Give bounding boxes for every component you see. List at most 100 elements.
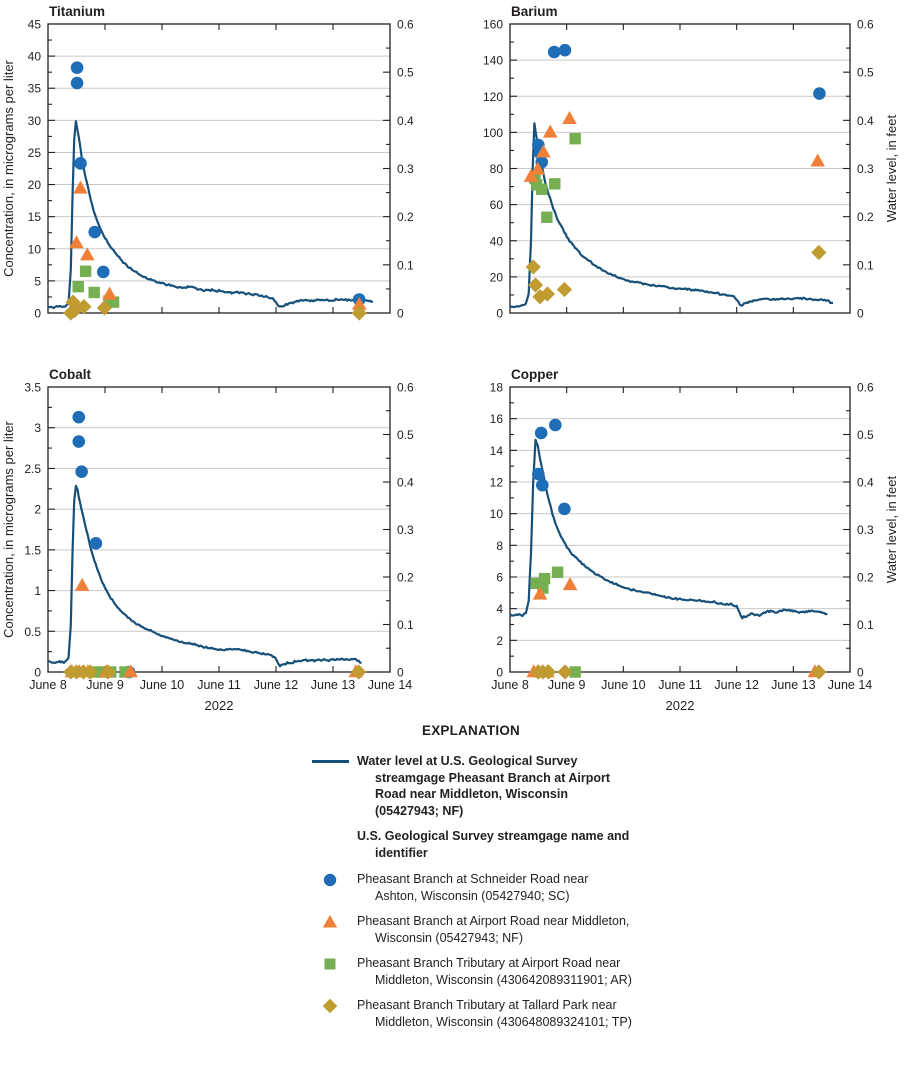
chart-title: Titanium [49, 4, 105, 19]
y-left-tick-label: 2.5 [24, 462, 41, 476]
explanation-section: EXPLANATION Water level at U.S. Geologic… [303, 723, 639, 1039]
x-tick-label: June 13 [771, 678, 816, 692]
y-right-tick-label: 0 [857, 666, 864, 680]
chart-svg-barium: 0 20 40 60 80 100 120 140 160 0 0.1 0.2 0.3 0.4 0.5 0.6… [483, 4, 899, 321]
y-left-axis-title: Concentration, in micrograms per liter [1, 420, 16, 637]
water-level-legend-label: Water level at U.S. Geological Survey st… [357, 754, 611, 818]
scatter-point-sc [89, 537, 103, 550]
scatter-point-ar [79, 265, 92, 277]
y-right-tick-label: 0.5 [397, 428, 414, 442]
y-left-tick-label: 35 [28, 82, 42, 96]
legend-site-label: Pheasant Branch at Schneider Road near A… [357, 872, 589, 903]
scatter-point-sc [75, 465, 88, 478]
scatter-point-nf [562, 111, 577, 125]
chart-title: Copper [511, 367, 559, 382]
streamgage-header: U.S. Geological Survey streamgage name a… [357, 829, 630, 860]
y-left-tick-label: 20 [490, 270, 504, 284]
y-right-tick-label: 0.5 [857, 428, 874, 442]
y-left-tick-label: 5 [34, 274, 41, 288]
legend-site-label: Pheasant Branch Tributary at Airport Roa… [357, 956, 632, 987]
y-left-tick-label: 60 [490, 198, 504, 212]
scatter-point-tp [351, 305, 367, 321]
scatter-point-nf [523, 168, 539, 182]
plot-frame [47, 386, 391, 673]
y-left-tick-label: 3.5 [24, 381, 41, 395]
scatter-point-tp [82, 664, 98, 680]
scatter-point-sc [70, 76, 84, 90]
scatter-point-ar [541, 211, 553, 223]
water-level-line [47, 484, 362, 668]
y-left-tick-label: 0 [34, 666, 41, 680]
x-tick-label: June 12 [254, 678, 299, 692]
y-left-tick-label: 0 [34, 307, 41, 321]
y-left-tick-label: 6 [496, 571, 503, 585]
scatter-point-nf [69, 235, 84, 249]
scatter-point-ar [549, 178, 561, 190]
scatter-point-tp [540, 664, 557, 680]
scatter-point-nf [536, 144, 551, 158]
y-right-tick-label: 0.5 [397, 66, 414, 80]
y-left-tick-label: 0 [496, 307, 503, 321]
scatter-point-sc [74, 157, 87, 170]
scatter-point-sc [813, 87, 826, 100]
legend-item-site-nf: Pheasant Branch at Airport Road near Mid… [303, 913, 639, 946]
scatter-point-ar [119, 666, 131, 678]
y-left-tick-label: 16 [490, 412, 504, 426]
water-level-line [47, 120, 374, 310]
scatter-point-ar [569, 666, 581, 678]
scatter-point-tp [351, 664, 367, 680]
y-left-tick-label: 40 [490, 234, 504, 248]
chart-titanium: 0 5 10 15 20 25 30 35 40 45 0 0.1 0.2 0.3 0.4 0.5 0.6 Tit… [0, 0, 452, 350]
y-right-tick-label: 0.4 [397, 114, 414, 128]
scatter-point-sc [88, 225, 102, 239]
scatter-point-sc [549, 418, 562, 432]
y-left-tick-label: 0 [496, 666, 503, 680]
chart-cobalt: 0 0.5 1 1.5 2 2.5 3 3.5 0 0.1 0.2 0.3 0.4 0.5 0.6 June … [0, 345, 452, 725]
x-tick-label: June 10 [601, 678, 646, 692]
square-marker-icon [324, 958, 336, 970]
y-right-tick-label: 0 [397, 307, 404, 321]
y-right-tick-label: 0.2 [397, 210, 414, 224]
chart-title: Cobalt [49, 367, 92, 382]
scatter-point-sc [532, 467, 545, 481]
y-right-tick-label: 0 [397, 666, 404, 680]
scatter-point-sc [70, 61, 84, 74]
water-level-line [509, 438, 828, 620]
y-left-tick-label: 100 [483, 126, 503, 140]
y-right-tick-label: 0.4 [397, 476, 414, 490]
y-left-tick-label: 1.5 [24, 543, 41, 557]
plot-frame [47, 23, 391, 314]
y-left-tick-label: 45 [28, 18, 42, 32]
scatter-point-sc [72, 410, 86, 424]
scatter-point-tp [76, 298, 92, 315]
y-left-tick-label: 120 [483, 90, 503, 104]
y-right-tick-label: 0.3 [397, 523, 414, 537]
y-left-tick-label: 4 [496, 602, 503, 616]
water-level-line [509, 122, 833, 309]
scatter-point-nf [530, 161, 546, 175]
y-left-tick-label: 12 [490, 476, 504, 490]
y-right-tick-label: 0.3 [857, 162, 874, 176]
y-left-tick-label: 20 [28, 178, 42, 192]
scatter-point-ar [569, 132, 581, 145]
legend-site-label: Pheasant Branch Tributary at Tallard Par… [357, 998, 632, 1029]
y-right-tick-label: 0.1 [857, 618, 874, 632]
scatter-point-nf [562, 577, 578, 591]
legend-item-site-sc: Pheasant Branch at Schneider Road near A… [303, 871, 639, 904]
y-left-tick-label: 3 [34, 421, 41, 435]
chart-copper: 0 2 4 6 8 10 12 14 16 18 0 0.1 0.2 0.3 0.4 0.5 0.6 June 8… [453, 345, 905, 725]
scatter-point-sc [547, 45, 561, 59]
x-tick-label: June 8 [491, 678, 529, 692]
scatter-point-ar [72, 280, 84, 293]
y-left-tick-label: 15 [28, 210, 42, 224]
chart-title: Barium [511, 4, 558, 19]
scatter-point-tp [811, 664, 827, 680]
y-left-tick-label: 80 [490, 162, 504, 176]
x-tick-label: June 11 [197, 678, 241, 692]
scatter-point-tp [100, 664, 116, 680]
scatter-point-ar [551, 566, 564, 578]
scatter-point-sc [534, 426, 548, 440]
chart-svg-cobalt: 0 0.5 1 1.5 2 2.5 3 3.5 0 0.1 0.2 0.3 0.4 0.5 0.6 June … [1, 367, 414, 713]
y-left-tick-label: 14 [490, 444, 504, 458]
scatter-point-tp [811, 244, 827, 261]
